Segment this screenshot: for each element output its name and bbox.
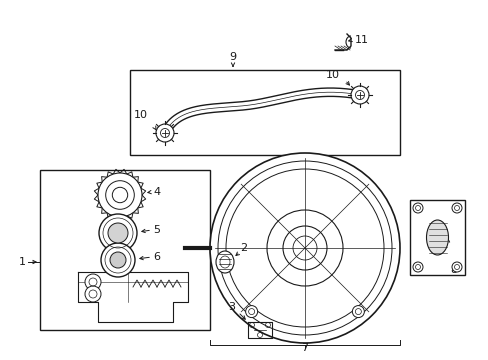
Text: 7: 7 (301, 343, 308, 353)
Text: 11: 11 (354, 35, 368, 45)
Ellipse shape (216, 251, 234, 273)
Circle shape (99, 214, 137, 252)
Text: 3: 3 (228, 302, 235, 312)
Text: 2: 2 (240, 243, 246, 253)
Circle shape (451, 262, 461, 272)
Bar (40, 170, 209, 330)
Circle shape (85, 274, 101, 290)
Bar (409, 200, 464, 275)
Circle shape (101, 243, 135, 277)
Bar (130, 70, 399, 155)
Text: 10: 10 (134, 110, 148, 120)
Text: 9: 9 (229, 52, 236, 62)
Circle shape (110, 252, 126, 268)
Circle shape (98, 173, 142, 217)
Text: 6: 6 (153, 252, 160, 262)
Ellipse shape (426, 220, 447, 255)
Circle shape (412, 203, 422, 213)
Text: 4: 4 (153, 187, 160, 197)
Text: 5: 5 (153, 225, 160, 235)
Circle shape (350, 86, 368, 104)
Circle shape (156, 124, 174, 142)
Circle shape (245, 306, 257, 318)
Circle shape (85, 286, 101, 302)
Circle shape (108, 223, 128, 243)
Circle shape (209, 153, 399, 343)
Text: 1: 1 (19, 257, 25, 267)
Text: 10: 10 (325, 70, 339, 80)
Circle shape (412, 262, 422, 272)
Text: 8: 8 (449, 265, 456, 275)
Circle shape (451, 203, 461, 213)
Circle shape (352, 306, 364, 318)
